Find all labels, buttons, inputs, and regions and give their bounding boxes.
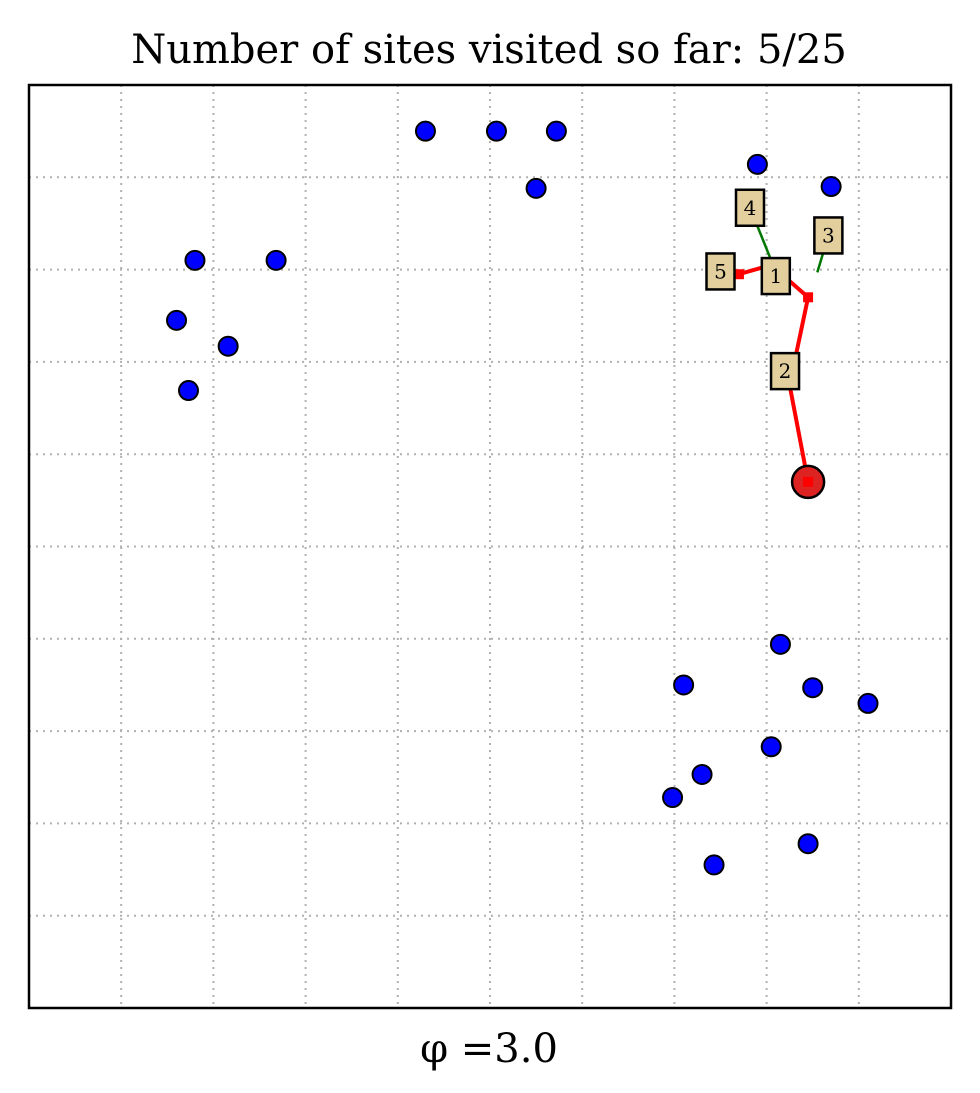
site-point [820, 176, 842, 198]
site-point [857, 692, 879, 714]
visit-order-box-frame [705, 252, 736, 291]
walk-path-point [733, 269, 744, 280]
visit-order-box-2: 2 [769, 351, 801, 391]
visit-order-label: 4 [744, 196, 757, 220]
current-position-point [803, 476, 814, 487]
visit-order-box-1: 1 [760, 256, 792, 296]
walk-path-point [803, 292, 814, 303]
site-point [265, 249, 287, 271]
visit-order-label: 2 [779, 359, 792, 383]
current-position [790, 464, 826, 500]
site-point [760, 736, 782, 758]
site-point [769, 633, 791, 655]
visit-order-box-frame [813, 216, 844, 255]
site-point [178, 380, 200, 402]
visit-order-box-4: 4 [734, 188, 766, 228]
plot-frame [27, 83, 953, 1010]
site-point [703, 854, 725, 876]
site-point [525, 177, 547, 199]
visit-order-box-frame [769, 351, 801, 391]
visit-order-label: 1 [769, 264, 782, 288]
site-point [545, 120, 567, 142]
site-point [673, 674, 695, 696]
visit-order-box-frame [734, 188, 766, 228]
site-point [485, 120, 507, 142]
visit-order-box-frame [760, 256, 792, 296]
site-point [802, 677, 824, 699]
visit-order-label: 3 [822, 223, 835, 247]
site-point [691, 763, 713, 785]
visit-order-label: 5 [714, 259, 727, 283]
grid [29, 85, 951, 1008]
site-point [746, 153, 768, 175]
site-point [414, 120, 436, 142]
visit-order-box-3: 3 [813, 216, 844, 255]
site-point [797, 833, 819, 855]
site-point [166, 309, 188, 331]
site-point [184, 249, 206, 271]
sites [166, 120, 879, 876]
x-axis-label: φ =3.0 [420, 1026, 558, 1072]
visit-order-box-5: 5 [705, 252, 736, 291]
site-point [662, 787, 684, 809]
chart-title: Number of sites visited so far: 5/25 [131, 27, 847, 73]
visit-order-labels: 1 2 3 4 5 [705, 188, 844, 391]
site-point [217, 335, 239, 357]
